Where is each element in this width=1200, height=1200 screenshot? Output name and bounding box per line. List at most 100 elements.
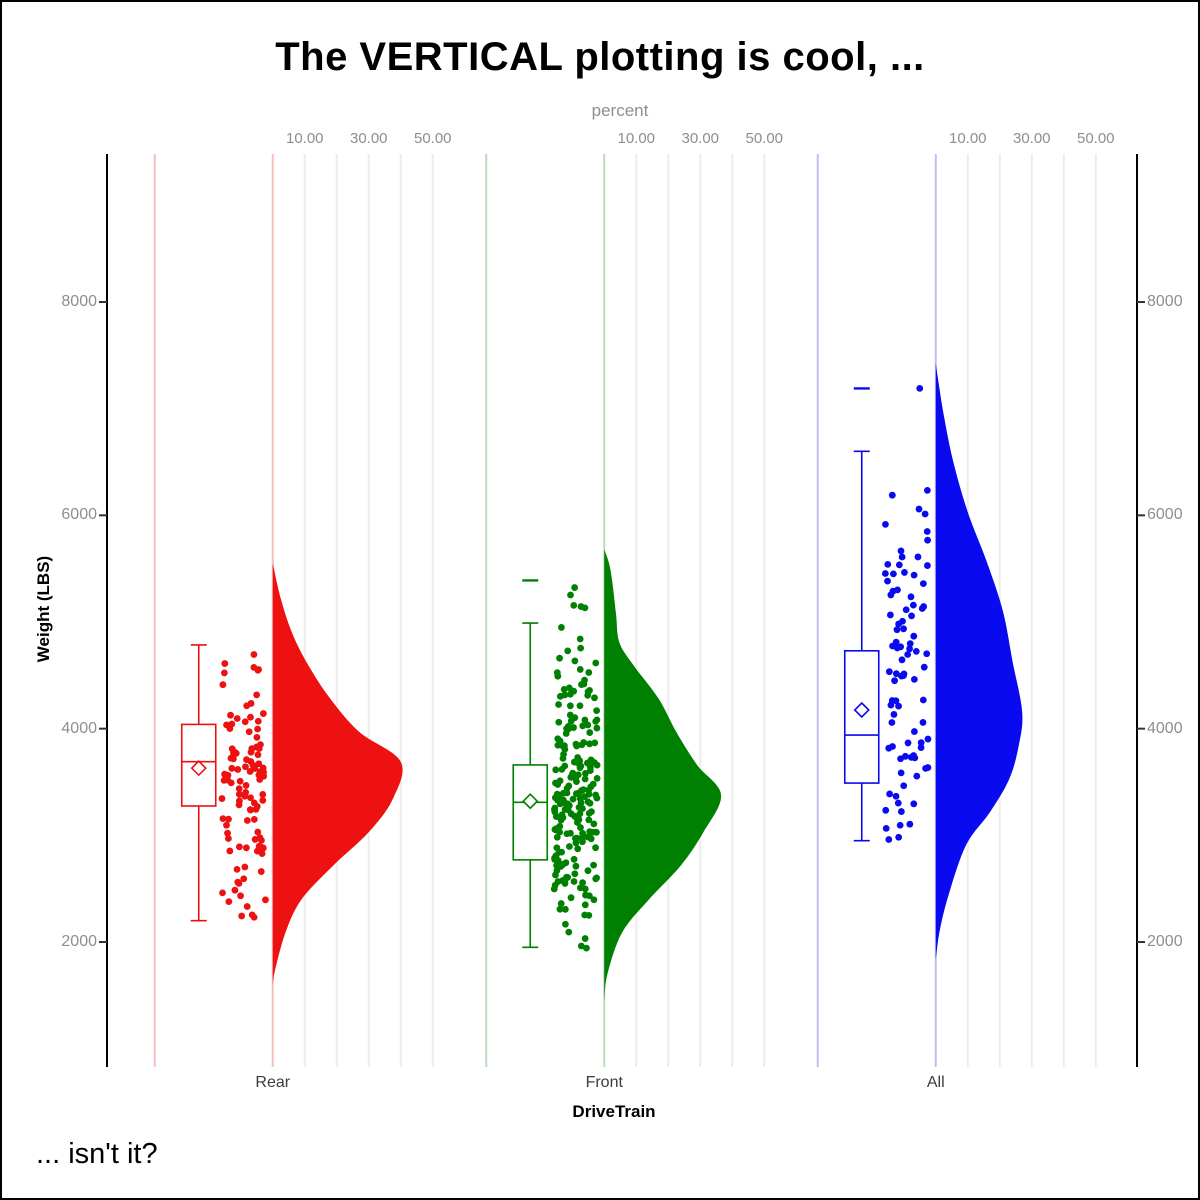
- data-point: [887, 701, 895, 709]
- data-point: [909, 601, 917, 609]
- data-point: [919, 696, 927, 704]
- data-point: [230, 755, 237, 763]
- data-point: [241, 718, 249, 726]
- data-point: [255, 745, 263, 752]
- data-point: [890, 570, 897, 578]
- data-point: [918, 605, 926, 612]
- data-point: [555, 718, 563, 726]
- data-point: [895, 561, 903, 569]
- x-axis-title: DriveTrain: [572, 1102, 656, 1121]
- data-point: [228, 764, 236, 772]
- data-point: [575, 816, 583, 823]
- data-point: [580, 739, 588, 746]
- data-point: [923, 528, 931, 535]
- data-point: [240, 875, 248, 883]
- data-point: [250, 651, 258, 658]
- data-point: [250, 816, 258, 823]
- data-point: [243, 756, 250, 764]
- data-point: [225, 815, 232, 823]
- y-tick-label-left: 2000: [61, 933, 97, 950]
- data-point: [254, 666, 262, 674]
- data-point: [249, 761, 257, 769]
- data-point: [241, 863, 249, 871]
- data-point: [255, 760, 263, 768]
- data-point: [236, 797, 243, 805]
- data-point: [556, 737, 564, 745]
- data-point: [556, 905, 564, 913]
- data-point: [554, 672, 562, 680]
- data-point: [581, 935, 589, 942]
- data-point: [259, 710, 267, 717]
- data-point: [219, 681, 227, 689]
- data-point: [576, 810, 584, 818]
- data-point: [228, 720, 236, 728]
- data-point: [556, 822, 564, 830]
- data-point: [571, 835, 579, 842]
- data-point: [247, 794, 254, 802]
- data-point: [897, 808, 905, 815]
- data-point: [890, 711, 898, 718]
- y-tick-label-left: 4000: [61, 719, 97, 737]
- data-point: [218, 795, 226, 802]
- data-point: [591, 739, 599, 747]
- data-point: [572, 775, 580, 783]
- data-point: [256, 776, 264, 783]
- data-point: [567, 591, 574, 599]
- data-point: [574, 845, 582, 853]
- data-point: [885, 668, 893, 676]
- data-point: [552, 766, 560, 774]
- data-point: [585, 790, 593, 798]
- data-point: [581, 676, 588, 684]
- data-point: [576, 702, 584, 710]
- violin-rear: [272, 563, 403, 987]
- data-point: [910, 571, 918, 579]
- data-point: [888, 491, 896, 499]
- jitter-points-rear: [218, 651, 269, 921]
- data-point: [556, 692, 564, 700]
- y-tick-label-right: 8000: [1147, 293, 1183, 310]
- data-point: [919, 719, 927, 726]
- y-axis-title: Weight (LBS): [34, 555, 53, 663]
- data-point: [237, 892, 244, 900]
- data-point: [570, 601, 578, 609]
- data-point: [923, 650, 931, 658]
- data-point: [581, 911, 589, 919]
- data-point: [904, 651, 912, 658]
- data-point: [566, 711, 574, 719]
- data-point: [570, 724, 577, 731]
- footnote: ... isn't it?: [36, 1138, 158, 1170]
- data-point: [593, 874, 601, 882]
- data-point: [235, 790, 243, 798]
- data-point: [882, 520, 889, 528]
- data-point: [234, 878, 242, 886]
- data-point: [259, 844, 267, 852]
- data-point: [551, 854, 558, 862]
- data-point: [902, 606, 910, 614]
- data-point: [576, 795, 584, 802]
- data-point: [591, 694, 598, 702]
- data-point: [579, 805, 586, 812]
- jitter-points-front: [550, 584, 601, 952]
- data-point: [896, 821, 904, 829]
- category-label-all: All: [926, 1074, 945, 1091]
- data-point: [906, 640, 914, 648]
- data-point: [592, 659, 600, 667]
- data-point: [581, 775, 589, 783]
- data-point: [585, 892, 593, 900]
- data-point: [242, 844, 250, 852]
- data-point: [895, 702, 902, 710]
- data-point: [247, 748, 255, 756]
- data-point: [581, 885, 589, 893]
- data-point: [259, 791, 267, 798]
- percent-tick-label: 30.00: [349, 130, 388, 147]
- data-point: [893, 626, 901, 634]
- data-point: [897, 643, 905, 651]
- data-point: [234, 766, 242, 773]
- data-point: [921, 510, 929, 518]
- data-point: [556, 654, 563, 662]
- data-point: [254, 828, 262, 836]
- data-point: [247, 806, 255, 814]
- data-point: [910, 800, 918, 808]
- data-point: [577, 942, 585, 950]
